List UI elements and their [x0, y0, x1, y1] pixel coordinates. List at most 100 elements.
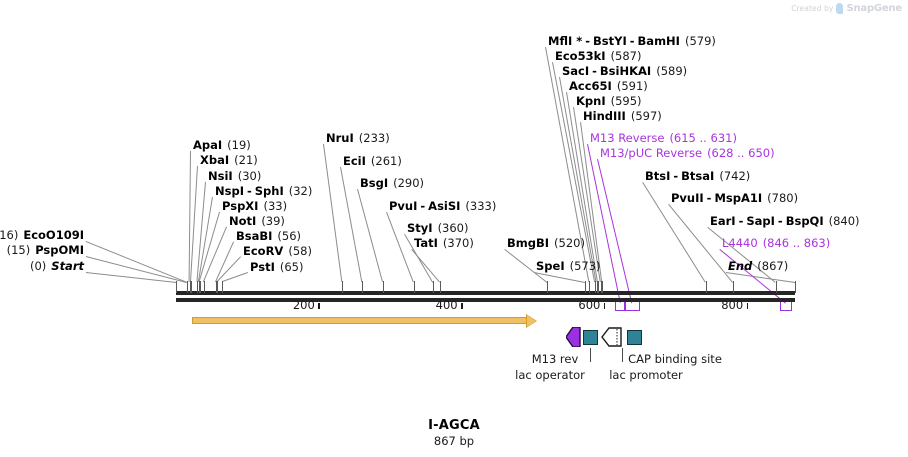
restriction-site-tick[interactable]	[215, 281, 217, 293]
enzyme-label-pvui-asisi[interactable]: PvuI - AsiSI (333)	[389, 199, 497, 213]
restriction-site-tick[interactable]	[187, 281, 189, 293]
enzyme-label-hindiii[interactable]: HindIII (597)	[583, 110, 662, 123]
label-enzyme-name: BtsaI	[681, 169, 715, 183]
label-position: (589)	[656, 64, 688, 78]
enzyme-label-pvuii-mspa1i[interactable]: PvuII - MspA1I (780)	[671, 191, 799, 205]
enzyme-label-saci-bsihkai[interactable]: SacI - BsiHKAI (589)	[562, 64, 688, 78]
legend-label-lac-operator: lac operator	[515, 368, 585, 382]
enzyme-label-ecorv[interactable]: EcoRV (58)	[243, 245, 312, 258]
watermark-brand-label: SnapGene	[846, 3, 902, 14]
leader-line	[533, 272, 586, 283]
enzyme-label-nsii[interactable]: NsiI (30)	[208, 170, 261, 183]
restriction-site-tick[interactable]	[203, 281, 205, 293]
enzyme-label-spei[interactable]: SpeI (573)	[536, 260, 601, 273]
restriction-site-tick[interactable]	[383, 281, 385, 293]
restriction-site-tick[interactable]	[596, 281, 598, 293]
enzyme-label-start[interactable]: (0) Start	[30, 260, 84, 273]
label-enzyme-name: NsiI	[208, 169, 233, 183]
restriction-site-tick[interactable]	[189, 281, 191, 293]
label-position: (290)	[393, 176, 425, 190]
restriction-site-tick[interactable]	[589, 281, 591, 293]
label-enzyme-name: PstI	[250, 260, 275, 274]
leader-line	[340, 167, 363, 283]
restriction-site-tick[interactable]	[705, 281, 707, 293]
enzyme-label-nspi-sphi[interactable]: NspI - SphI (32)	[215, 184, 313, 198]
enzyme-label-xbai[interactable]: XbaI (21)	[200, 154, 258, 167]
watermark-created-by-label: Created by	[791, 4, 834, 13]
enzyme-label-eari-sapi-bspqi[interactable]: EarI - SapI - BspQI (840)	[710, 214, 860, 228]
label-position: (587)	[610, 49, 642, 63]
label-feature-name: M13 Reverse	[590, 131, 665, 145]
restriction-site-tick[interactable]	[775, 281, 777, 293]
restriction-site-tick[interactable]	[600, 281, 602, 293]
restriction-site-tick[interactable]	[198, 281, 200, 293]
enzyme-label-psti[interactable]: PstI (65)	[250, 261, 303, 274]
enzyme-label-ecii[interactable]: EciI (261)	[343, 155, 402, 168]
primer-bracket[interactable]	[780, 302, 793, 311]
primer-label-m13-puc-reverse[interactable]: M13/pUC Reverse (628 .. 650)	[600, 147, 775, 160]
restriction-site-tick[interactable]	[602, 281, 604, 293]
label-position: (333)	[465, 199, 497, 213]
restriction-site-tick[interactable]	[197, 281, 199, 293]
leader-line	[189, 165, 198, 282]
enzyme-label-bmgbi[interactable]: BmgBI (520)	[507, 237, 585, 250]
backbone-strand-bottom	[176, 298, 795, 302]
restriction-site-tick[interactable]	[547, 281, 549, 293]
label-enzyme-name: BtsI	[645, 169, 671, 183]
restriction-site-tick[interactable]	[362, 281, 364, 293]
restriction-site-tick[interactable]	[413, 281, 415, 293]
enzyme-label-noti[interactable]: NotI (39)	[229, 215, 285, 228]
restriction-site-tick[interactable]	[597, 281, 599, 293]
leader-line	[725, 272, 795, 283]
enzyme-label-btsi-btsai[interactable]: BtsI - BtsaI (742)	[645, 169, 751, 183]
feature-glyph-lac-operator[interactable]	[583, 330, 598, 345]
enzyme-label-nrui[interactable]: NruI (233)	[326, 132, 390, 145]
enzyme-label-kpni[interactable]: KpnI (595)	[576, 95, 642, 108]
label-position: (742)	[719, 169, 751, 183]
label-range: (615 .. 631)	[669, 131, 737, 145]
leader-line	[222, 272, 248, 282]
label-position: (39)	[261, 214, 285, 228]
label-enzyme-name: EciI	[343, 154, 366, 168]
restriction-site-tick[interactable]	[342, 281, 344, 293]
restriction-site-tick[interactable]	[186, 281, 188, 293]
map-length-label: 867 bp	[433, 434, 475, 448]
enzyme-label-tati[interactable]: TatI (370)	[414, 237, 474, 250]
orf-arrow-body[interactable]	[192, 317, 526, 324]
restriction-site-tick[interactable]	[440, 281, 442, 293]
enzyme-label-end[interactable]: End (867)	[728, 260, 788, 273]
restriction-site-tick[interactable]	[176, 281, 177, 293]
enzyme-label-ecoo109i[interactable]: (16) EcoO109I	[0, 229, 84, 242]
feature-glyph-m13-rev[interactable]	[565, 326, 581, 348]
primer-bracket[interactable]	[624, 302, 641, 311]
enzyme-label-pspomi[interactable]: (15) PspOMI	[7, 244, 84, 257]
enzyme-label-bsgi[interactable]: BsgI (290)	[360, 177, 424, 190]
label-enzyme-name: BstYI	[593, 34, 627, 48]
leader-line	[215, 241, 234, 282]
label-position: (233)	[358, 131, 390, 145]
enzyme-label-mfli-bstyi-bamhi[interactable]: MflI * - BstYI - BamHI (579)	[548, 34, 716, 48]
label-enzyme-name: End	[728, 259, 753, 273]
leader-line	[85, 256, 187, 283]
enzyme-label-pspxi[interactable]: PspXI (33)	[222, 200, 287, 213]
restriction-site-tick[interactable]	[585, 281, 587, 293]
enzyme-label-apai[interactable]: ApaI (19)	[193, 139, 251, 152]
restriction-site-tick[interactable]	[595, 281, 597, 293]
primer-label-l4440[interactable]: L4440 (846 .. 863)	[722, 237, 830, 250]
enzyme-label-acc65i[interactable]: Acc65I (591)	[569, 80, 648, 93]
enzyme-label-eco53ki[interactable]: Eco53kI (587)	[555, 50, 641, 63]
primer-label-m13-reverse[interactable]: M13 Reverse (615 .. 631)	[590, 132, 737, 145]
restriction-site-tick[interactable]	[222, 281, 224, 293]
restriction-site-tick[interactable]	[795, 281, 796, 293]
feature-glyph-lac-promoter[interactable]	[601, 327, 623, 347]
label-position: (573)	[569, 259, 601, 273]
enzyme-label-styi[interactable]: StyI (360)	[407, 222, 469, 235]
restriction-site-tick[interactable]	[190, 281, 192, 293]
primer-bracket[interactable]	[615, 302, 627, 311]
enzyme-label-bsabi[interactable]: BsaBI (56)	[236, 230, 301, 243]
restriction-site-tick[interactable]	[732, 281, 734, 293]
restriction-site-tick[interactable]	[199, 281, 201, 293]
feature-glyph-cap-binding-site[interactable]	[627, 330, 642, 345]
restriction-site-tick[interactable]	[217, 281, 219, 293]
restriction-site-tick[interactable]	[433, 281, 435, 293]
